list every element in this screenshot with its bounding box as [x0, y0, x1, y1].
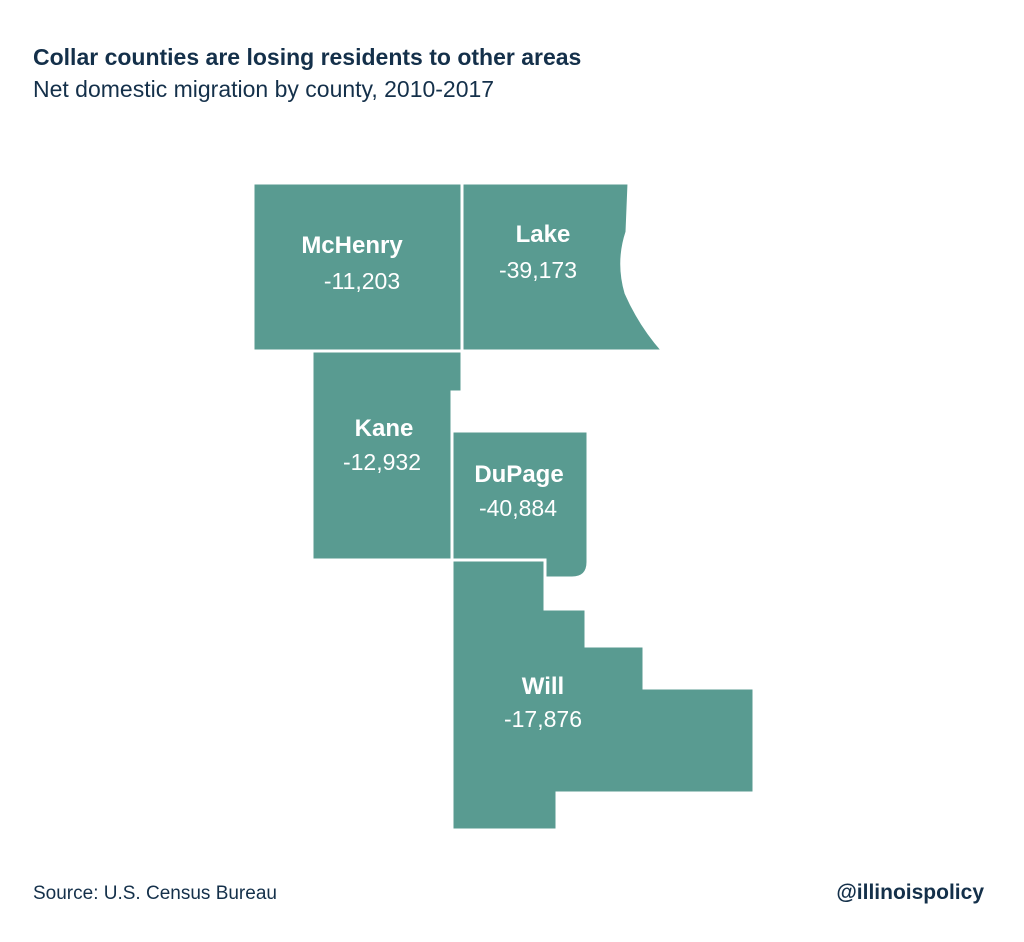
county-value-will: -17,876	[504, 706, 582, 732]
county-name-will: Will	[522, 673, 564, 700]
county-name-dupage: DuPage	[474, 461, 563, 488]
county-value-lake: -39,173	[499, 257, 577, 283]
county-value-dupage: -40,884	[479, 495, 557, 521]
county-shape-mchenry	[251, 181, 464, 353]
county-lake[interactable]: Lake -39,173	[460, 181, 667, 353]
brand-handle: @illinoispolicy	[836, 881, 984, 904]
county-shape-kane	[310, 349, 464, 562]
source-note: Source: U.S. Census Bureau	[33, 883, 277, 904]
county-name-lake: Lake	[516, 221, 571, 248]
county-dupage[interactable]: DuPage -40,884	[450, 429, 590, 580]
county-name-kane: Kane	[355, 415, 414, 442]
chart-title: Collar counties are losing residents to …	[33, 44, 582, 70]
county-shape-lake	[460, 181, 667, 353]
county-name-mchenry: McHenry	[301, 232, 403, 259]
county-will[interactable]: Will -17,876	[450, 558, 756, 832]
county-value-kane: -12,932	[343, 449, 421, 475]
county-kane[interactable]: Kane -12,932	[310, 349, 464, 562]
chart-subtitle: Net domestic migration by county, 2010-2…	[33, 76, 495, 102]
county-shape-will	[450, 558, 756, 832]
county-mchenry[interactable]: McHenry -11,203	[251, 181, 464, 353]
county-value-mchenry: -11,203	[324, 268, 400, 294]
